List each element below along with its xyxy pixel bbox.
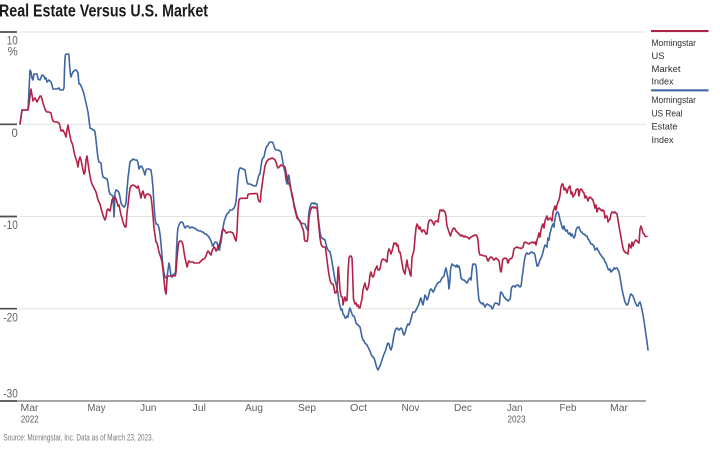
- svg-text:0: 0: [12, 128, 18, 140]
- svg-text:2023: 2023: [508, 415, 526, 426]
- svg-text:-30: -30: [3, 389, 18, 401]
- svg-text:%: %: [8, 47, 18, 59]
- svg-text:Market: Market: [652, 64, 681, 75]
- svg-text:Feb: Feb: [560, 402, 577, 414]
- svg-text:Index: Index: [652, 135, 674, 146]
- svg-text:US Real: US Real: [652, 108, 683, 119]
- svg-text:Aug: Aug: [245, 402, 263, 414]
- svg-text:Index: Index: [652, 77, 674, 88]
- svg-text:-10: -10: [3, 220, 18, 232]
- svg-text:Jul: Jul: [193, 402, 207, 414]
- svg-text:Source: Morningstar, Inc. Data: Source: Morningstar, Inc. Data as of Mar…: [4, 433, 154, 444]
- svg-text:Jan: Jan: [507, 402, 523, 414]
- svg-text:May: May: [88, 402, 107, 414]
- svg-text:Jun: Jun: [140, 402, 157, 414]
- svg-text:10: 10: [7, 35, 18, 47]
- svg-text:Nov: Nov: [402, 402, 421, 414]
- svg-text:Real Estate Versus U.S. Market: Real Estate Versus U.S. Market: [0, 1, 208, 21]
- svg-text:Dec: Dec: [454, 402, 472, 414]
- svg-text:Mar: Mar: [21, 402, 39, 414]
- svg-text:Sep: Sep: [298, 402, 316, 414]
- svg-text:2022: 2022: [21, 415, 39, 426]
- svg-text:Morningstar: Morningstar: [652, 38, 697, 49]
- svg-text:Mar: Mar: [610, 402, 628, 414]
- svg-text:Morningstar: Morningstar: [652, 95, 697, 106]
- svg-text:US: US: [652, 51, 665, 62]
- svg-text:-20: -20: [3, 312, 18, 324]
- svg-text:Oct: Oct: [350, 402, 367, 414]
- svg-text:Estate: Estate: [652, 122, 678, 133]
